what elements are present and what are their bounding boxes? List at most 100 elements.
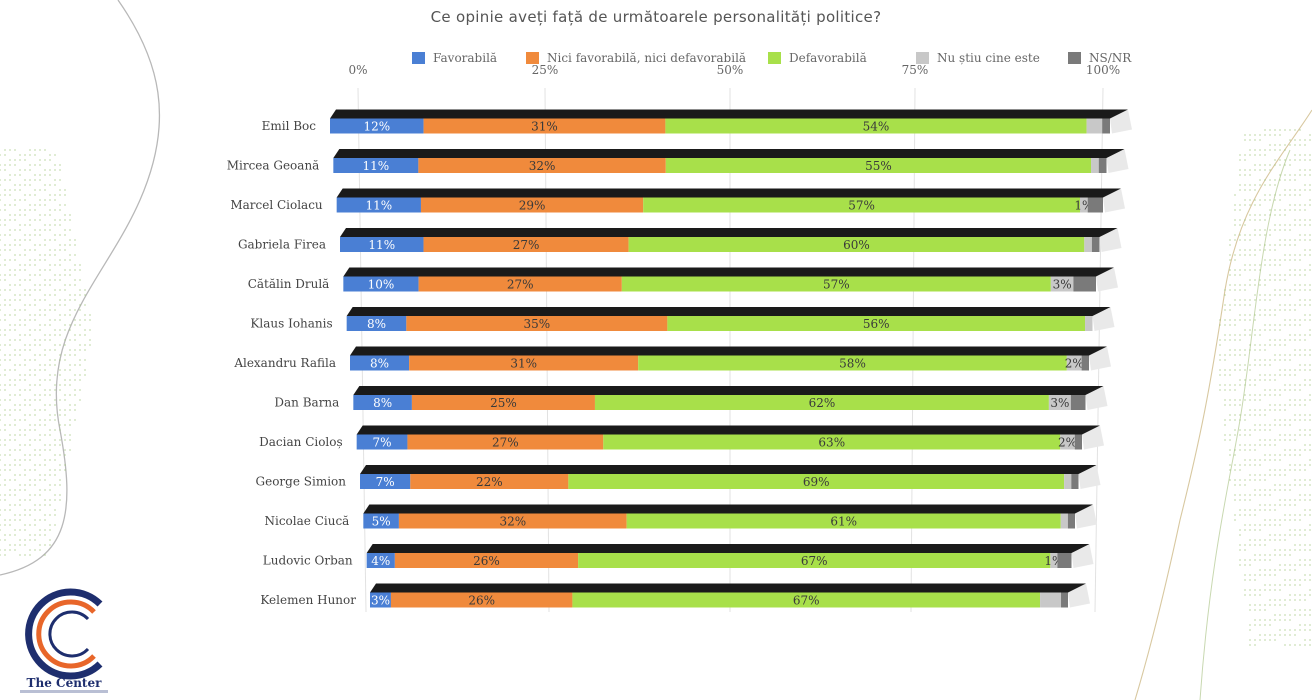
decorative-dot [1284, 454, 1286, 456]
decorative-dot [1284, 389, 1286, 391]
decorative-dot [19, 364, 21, 366]
decorative-dot [9, 509, 11, 511]
decorative-dot [19, 504, 21, 506]
decorative-dot [1239, 239, 1241, 241]
data-label: 11% [363, 159, 390, 173]
decorative-dot [1264, 249, 1266, 251]
decorative-dot [1234, 414, 1236, 416]
decorative-dot [1304, 349, 1306, 351]
decorative-dot [34, 539, 36, 541]
bar-segment [1067, 513, 1075, 529]
decorative-dot [1244, 299, 1246, 301]
decorative-dot [1294, 579, 1296, 581]
decorative-dot [9, 179, 11, 181]
decorative-dot [1219, 359, 1221, 361]
decorative-dot [1294, 324, 1296, 326]
decorative-dot [64, 324, 66, 326]
decorative-dot [1259, 429, 1261, 431]
decorative-dot [4, 329, 6, 331]
decorative-dot [74, 294, 76, 296]
decorative-dot [1289, 254, 1291, 256]
data-label: 3% [1050, 396, 1069, 410]
decorative-dot [0, 274, 1, 276]
decorative-dot [0, 194, 1, 196]
decorative-dot [44, 294, 46, 296]
decorative-dot [49, 379, 51, 381]
decorative-dot [1304, 534, 1306, 536]
bar-end-cap [1103, 188, 1125, 213]
decorative-dot [1244, 364, 1246, 366]
data-label: 11% [368, 238, 395, 252]
decorative-dot [4, 429, 6, 431]
decorative-dot [1284, 194, 1286, 196]
bar-end-cap [1099, 228, 1122, 252]
decorative-dot [1309, 364, 1311, 366]
decorative-dot [49, 249, 51, 251]
decorative-dot [34, 424, 36, 426]
decorative-dot [79, 344, 81, 346]
decorative-dot [1269, 424, 1271, 426]
decorative-dot [24, 344, 26, 346]
decorative-dot [1259, 554, 1261, 556]
decorative-dot [1294, 644, 1296, 646]
decorative-dot [1309, 234, 1311, 236]
decorative-dot [4, 464, 6, 466]
decorative-dot [44, 449, 46, 451]
decorative-dot [1239, 414, 1241, 416]
decorative-dot [1239, 464, 1241, 466]
decorative-dot [1279, 259, 1281, 261]
data-label: 26% [473, 554, 500, 568]
decorative-dot [1239, 304, 1241, 306]
decorative-dot [1239, 429, 1241, 431]
decorative-dot [4, 149, 6, 151]
decorative-dot [1264, 414, 1266, 416]
decorative-dot [29, 349, 31, 351]
decorative-dot [4, 549, 6, 551]
decorative-dot [19, 279, 21, 281]
decorative-dot [34, 189, 36, 191]
decorative-dot [49, 269, 51, 271]
bar-segment [360, 474, 411, 489]
decorative-dot [14, 424, 16, 426]
decorative-dot [1244, 334, 1246, 336]
decorative-dot [1254, 479, 1256, 481]
decorative-dot [1274, 344, 1276, 346]
decorative-dot [1244, 239, 1246, 241]
data-label: 31% [531, 120, 558, 134]
decorative-dot [19, 389, 21, 391]
decorative-dot [1294, 504, 1296, 506]
decorative-dot [1289, 594, 1291, 596]
decorative-dot [1309, 184, 1311, 186]
decorative-dot [1279, 324, 1281, 326]
decorative-dot [9, 369, 11, 371]
decorative-dot [29, 164, 31, 166]
decorative-dot [1284, 339, 1286, 341]
decorative-dot [4, 534, 6, 536]
decorative-dot [14, 449, 16, 451]
decorative-dot [1269, 279, 1271, 281]
decorative-dot [1274, 504, 1276, 506]
decorative-dot [1294, 269, 1296, 271]
decorative-dot [1309, 299, 1311, 301]
decorative-dot [0, 389, 1, 391]
decorative-dot [1274, 149, 1276, 151]
decorative-dot [1309, 624, 1311, 626]
decorative-dot [1279, 539, 1281, 541]
decorative-dot [1264, 439, 1266, 441]
decorative-dot [44, 459, 46, 461]
decorative-dot [1284, 449, 1286, 451]
decorative-dot [1289, 384, 1291, 386]
decorative-dot [1294, 519, 1296, 521]
decorative-dot [1304, 364, 1306, 366]
decorative-dot [1299, 194, 1301, 196]
decorative-dot [1274, 179, 1276, 181]
data-label: 35% [524, 317, 551, 331]
decorative-dot [54, 194, 56, 196]
decorative-dot [1279, 389, 1281, 391]
decorative-dot [1244, 449, 1246, 451]
decorative-dot [74, 409, 76, 411]
decorative-dot [1259, 329, 1261, 331]
decorative-dot [1289, 504, 1291, 506]
decorative-dot [49, 489, 51, 491]
